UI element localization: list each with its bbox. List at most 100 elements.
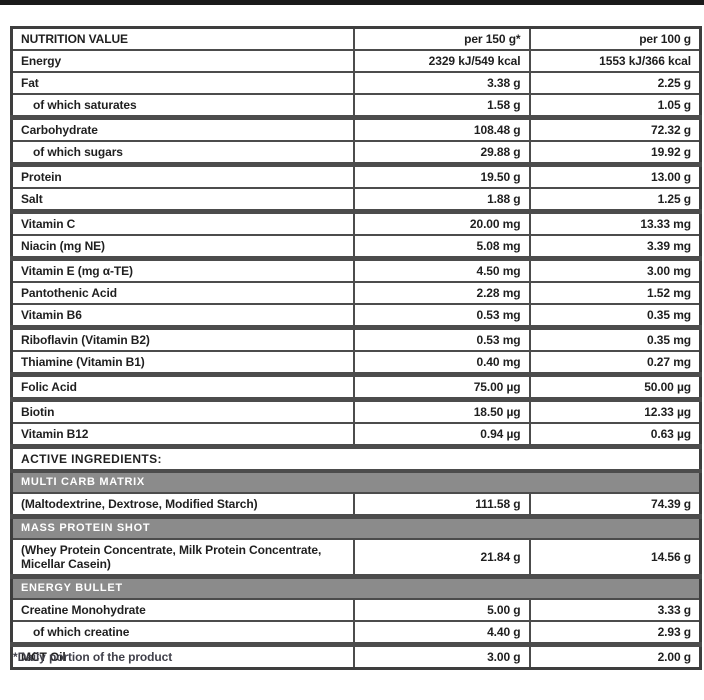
value-per-100g: 3.39 mg <box>528 234 702 261</box>
value-per-100g: 0.27 mg <box>528 350 702 377</box>
table-row: MCT Oil 3.00 g 2.00 g <box>10 643 702 670</box>
table-row: of which creatine 4.40 g 2.93 g <box>10 620 702 647</box>
value-per-150g: 20.00 mg <box>352 210 531 236</box>
row-label: Protein <box>10 163 355 189</box>
value-per-100g: 50.00 µg <box>528 373 702 402</box>
section-band-row: MULTI CARB MATRIX <box>10 470 702 494</box>
table-header-row: NUTRITION VALUE per 150 g* per 100 g <box>10 26 702 51</box>
table-row: Vitamin B6 0.53 mg 0.35 mg <box>10 303 702 330</box>
row-label: Creatine Monohydrate <box>10 598 355 622</box>
value-per-100g: 1.05 g <box>528 93 702 120</box>
value-per-150g: 0.94 µg <box>352 422 531 449</box>
row-label: of which saturates <box>10 93 355 120</box>
value-per-150g: 2.28 mg <box>352 281 531 305</box>
table-row: Creatine Monohydrate 5.00 g 3.33 g <box>10 598 702 622</box>
value-per-100g: 1553 kJ/366 kcal <box>528 49 702 73</box>
table-row: Fat 3.38 g 2.25 g <box>10 71 702 95</box>
header-per-100g: per 100 g <box>528 26 702 51</box>
table-row: Energy 2329 kJ/549 kcal 1553 kJ/366 kcal <box>10 49 702 73</box>
value-per-100g: 12.33 µg <box>528 398 702 424</box>
row-label: (Whey Protein Concentrate, Milk Protein … <box>10 538 355 579</box>
row-label: Vitamin C <box>10 210 355 236</box>
value-per-150g: 21.84 g <box>352 538 531 579</box>
value-per-100g: 1.25 g <box>528 187 702 214</box>
value-per-100g: 74.39 g <box>528 492 702 519</box>
value-per-100g: 1.52 mg <box>528 281 702 305</box>
value-per-150g: 29.88 g <box>352 140 531 167</box>
table-row: Protein 19.50 g 13.00 g <box>10 163 702 189</box>
row-label: Riboflavin (Vitamin B2) <box>10 326 355 352</box>
value-per-150g: 108.48 g <box>352 116 531 142</box>
active-ingredients-row: ACTIVE INGREDIENTS: <box>10 445 702 473</box>
footnote: *Daily portion of the product <box>13 650 173 664</box>
value-per-100g: 0.63 µg <box>528 422 702 449</box>
value-per-100g: 13.33 mg <box>528 210 702 236</box>
table-row: Thiamine (Vitamin B1) 0.40 mg 0.27 mg <box>10 350 702 377</box>
row-label: Folic Acid <box>10 373 355 402</box>
value-per-150g: 3.00 g <box>352 643 531 670</box>
row-label: Biotin <box>10 398 355 424</box>
nutrition-table: NUTRITION VALUE per 150 g* per 100 g Ene… <box>10 26 702 670</box>
table-row: (Whey Protein Concentrate, Milk Protein … <box>10 538 702 579</box>
section-band-row: ENERGY BULLET <box>10 575 702 600</box>
table-row: (Maltodextrine, Dextrose, Modified Starc… <box>10 492 702 519</box>
row-label: Energy <box>10 49 355 73</box>
value-per-150g: 4.50 mg <box>352 257 531 283</box>
value-per-100g: 14.56 g <box>528 538 702 579</box>
row-label: of which sugars <box>10 140 355 167</box>
value-per-150g: 19.50 g <box>352 163 531 189</box>
active-ingredients-header: ACTIVE INGREDIENTS: <box>10 445 702 473</box>
table-row: Folic Acid 75.00 µg 50.00 µg <box>10 373 702 402</box>
table-row: Riboflavin (Vitamin B2) 0.53 mg 0.35 mg <box>10 326 702 352</box>
value-per-100g: 19.92 g <box>528 140 702 167</box>
table-row: Vitamin E (mg α-TE) 4.50 mg 3.00 mg <box>10 257 702 283</box>
header-per-150g: per 150 g* <box>352 26 531 51</box>
row-label: Fat <box>10 71 355 95</box>
value-per-150g: 0.53 mg <box>352 326 531 352</box>
row-label: Salt <box>10 187 355 214</box>
section-band-title: ENERGY BULLET <box>10 575 702 600</box>
table-row: of which saturates 1.58 g 1.05 g <box>10 93 702 120</box>
row-label: Carbohydrate <box>10 116 355 142</box>
table-row: Salt 1.88 g 1.25 g <box>10 187 702 214</box>
value-per-100g: 3.33 g <box>528 598 702 622</box>
row-label: (Maltodextrine, Dextrose, Modified Starc… <box>10 492 355 519</box>
value-per-150g: 1.88 g <box>352 187 531 214</box>
table-row: Carbohydrate 108.48 g 72.32 g <box>10 116 702 142</box>
value-per-150g: 4.40 g <box>352 620 531 647</box>
value-per-150g: 1.58 g <box>352 93 531 120</box>
row-label: Vitamin B12 <box>10 422 355 449</box>
top-border-line <box>0 0 704 5</box>
value-per-100g: 0.35 mg <box>528 326 702 352</box>
table-row: of which sugars 29.88 g 19.92 g <box>10 140 702 167</box>
value-per-150g: 0.53 mg <box>352 303 531 330</box>
value-per-100g: 0.35 mg <box>528 303 702 330</box>
value-per-150g: 111.58 g <box>352 492 531 519</box>
value-per-100g: 2.25 g <box>528 71 702 95</box>
section-band-title: MASS PROTEIN SHOT <box>10 515 702 540</box>
value-per-150g: 5.08 mg <box>352 234 531 261</box>
row-label: Pantothenic Acid <box>10 281 355 305</box>
value-per-150g: 0.40 mg <box>352 350 531 377</box>
value-per-150g: 5.00 g <box>352 598 531 622</box>
value-per-100g: 13.00 g <box>528 163 702 189</box>
value-per-100g: 2.93 g <box>528 620 702 647</box>
table-row: Pantothenic Acid 2.28 mg 1.52 mg <box>10 281 702 305</box>
value-per-150g: 3.38 g <box>352 71 531 95</box>
value-per-100g: 72.32 g <box>528 116 702 142</box>
value-per-100g: 3.00 mg <box>528 257 702 283</box>
row-label: Niacin (mg NE) <box>10 234 355 261</box>
row-label: Vitamin E (mg α-TE) <box>10 257 355 283</box>
section-band-title: MULTI CARB MATRIX <box>10 470 702 494</box>
row-label: MCT Oil <box>10 643 355 670</box>
section-band-row: MASS PROTEIN SHOT <box>10 515 702 540</box>
value-per-150g: 18.50 µg <box>352 398 531 424</box>
table-row: Niacin (mg NE) 5.08 mg 3.39 mg <box>10 234 702 261</box>
table-row: Biotin 18.50 µg 12.33 µg <box>10 398 702 424</box>
table-row: Vitamin B12 0.94 µg 0.63 µg <box>10 422 702 449</box>
row-label: of which creatine <box>10 620 355 647</box>
table-row: Vitamin C 20.00 mg 13.33 mg <box>10 210 702 236</box>
row-label: Vitamin B6 <box>10 303 355 330</box>
value-per-100g: 2.00 g <box>528 643 702 670</box>
